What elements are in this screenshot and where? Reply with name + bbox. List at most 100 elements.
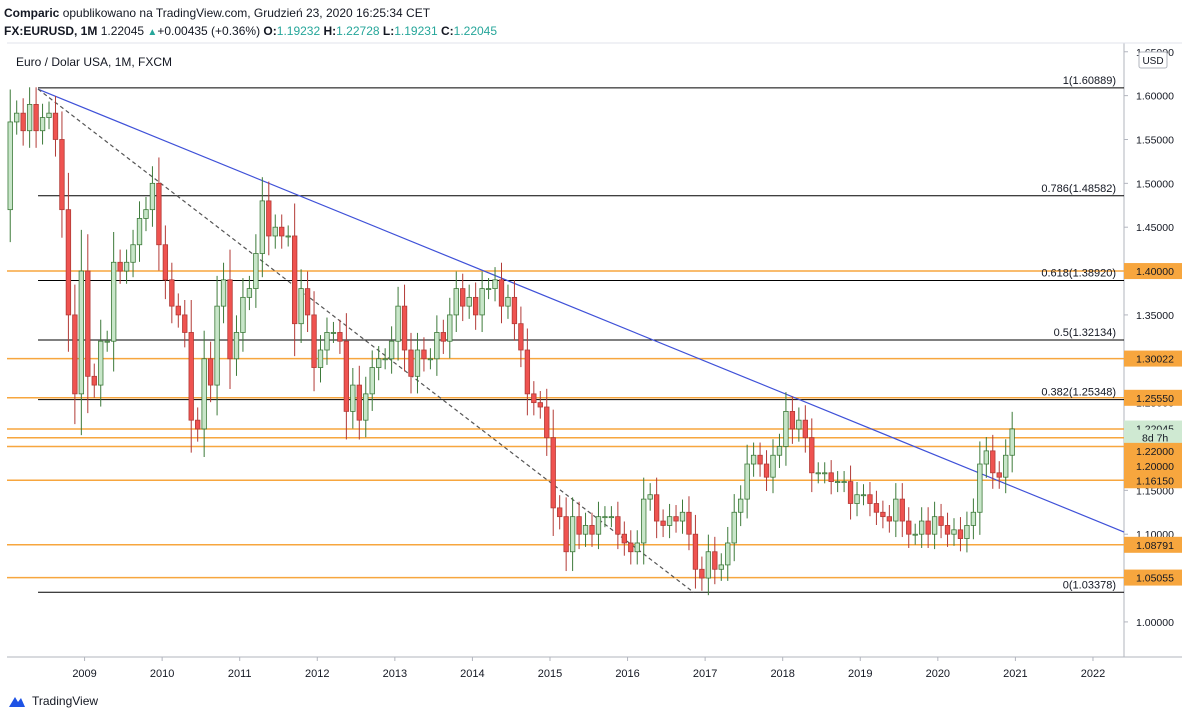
candle-body [117, 261, 123, 272]
candle [860, 484, 867, 506]
candle-body [854, 494, 860, 504]
currency-badge[interactable]: USD [1138, 51, 1168, 69]
candle [563, 497, 569, 572]
candle-body [983, 450, 989, 465]
candle-body [867, 494, 873, 504]
open-value: 1.19232 [276, 24, 321, 38]
candle-body [485, 288, 492, 291]
level-price-badge: 1.20000 [1124, 457, 1182, 474]
candle-body [828, 472, 834, 482]
candle-body [324, 332, 330, 351]
candle-body [246, 288, 253, 298]
candle [39, 103, 46, 145]
candle [990, 434, 996, 489]
price-labels: 1.40000 1.30022 1.25550 1.08791 1.05055 1.220… [1124, 263, 1182, 586]
candle-body [919, 520, 925, 535]
time-tick-label: 2015 [538, 668, 562, 680]
candle [647, 483, 653, 511]
candle [828, 460, 834, 495]
candle [14, 100, 20, 135]
badge-background [1124, 442, 1182, 459]
candle [582, 512, 589, 547]
author-name[interactable]: Comparic [4, 6, 60, 20]
price-tick-label: 1.00000 [1136, 617, 1174, 629]
candle-body [421, 349, 427, 360]
candle-body [550, 437, 556, 509]
candle [679, 499, 686, 534]
candle [26, 87, 33, 148]
candle-body [175, 305, 181, 316]
candle-body [673, 516, 679, 522]
tradingview-logo-icon [9, 697, 25, 707]
candle [886, 505, 893, 533]
candle-body [123, 261, 130, 272]
candle [615, 501, 621, 550]
badge-background [1124, 457, 1182, 474]
chart-header: Comparic opublikowano na TradingView.com… [4, 4, 497, 42]
candle-body [33, 104, 39, 132]
candle [847, 465, 854, 520]
candle-body [272, 226, 278, 237]
candle [867, 482, 873, 517]
price-tick-label: 1.15000 [1136, 485, 1174, 497]
candle-body [796, 419, 802, 430]
candle-body [369, 367, 375, 395]
badge-text: 1.08791 [1136, 540, 1174, 552]
candle [725, 526, 731, 581]
candle-body [214, 305, 220, 386]
candle-body [182, 314, 188, 333]
candle-body [382, 358, 388, 361]
badge-text: 1.25550 [1136, 393, 1174, 405]
candle-body [944, 525, 951, 535]
candle-body [569, 516, 576, 553]
candle [931, 501, 938, 550]
candle-body [447, 314, 453, 342]
candle [143, 196, 149, 232]
price-tick-label: 1.45000 [1136, 222, 1174, 234]
candle-body [110, 261, 117, 342]
candle-body [931, 516, 938, 535]
candle-body [608, 516, 615, 519]
candle-body [860, 494, 867, 497]
candle-body [582, 525, 589, 535]
candle [686, 496, 692, 551]
footer-brand[interactable]: TradingView [8, 694, 98, 708]
candle [447, 297, 453, 359]
time-tick-label: 2009 [72, 668, 96, 680]
candle [472, 282, 479, 330]
time-axis[interactable]: 2009 2010 2011 2012 2013 2014 2015 2016 2017 2018… [72, 657, 1105, 680]
candle [841, 471, 847, 493]
candle [317, 335, 324, 383]
candle-body [621, 533, 627, 544]
candle [298, 269, 304, 343]
fib-label: 0.5(1.32134) [1054, 327, 1116, 339]
candle [744, 444, 750, 519]
candle-body [91, 375, 97, 386]
candle [899, 483, 905, 538]
candle-body [692, 533, 699, 570]
candle [505, 284, 511, 319]
candle [376, 346, 382, 381]
candle-body [240, 296, 246, 333]
candle-body [356, 384, 362, 421]
low-value: 1.19231 [394, 24, 438, 38]
candle [214, 275, 220, 416]
candle-body [466, 296, 472, 307]
candle-body [401, 305, 408, 351]
badge-text: 1.40000 [1136, 266, 1174, 278]
candle [149, 166, 156, 227]
candle [537, 391, 543, 419]
price-tick-label: 1.50000 [1136, 178, 1174, 190]
candle [912, 523, 918, 545]
level-price-badge: 1.08791 [1124, 536, 1182, 553]
candle [421, 337, 427, 372]
candle [557, 495, 563, 530]
candle [479, 271, 485, 333]
candle-body [712, 551, 718, 570]
level-price-badge: 1.30022 [1124, 350, 1182, 367]
candle-body [518, 323, 524, 351]
candle-body [479, 288, 485, 316]
candle [712, 536, 718, 585]
